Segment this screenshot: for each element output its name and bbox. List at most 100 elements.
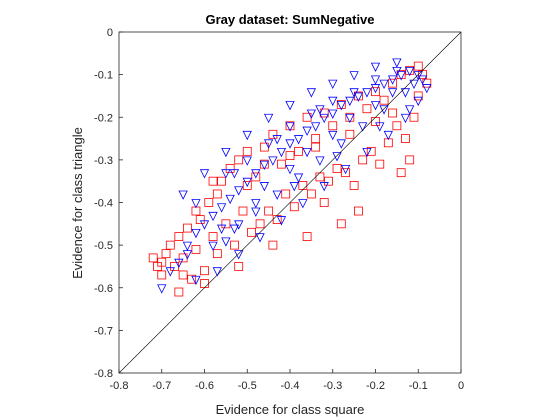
square-marker — [319, 198, 329, 207]
chart-title: Gray dataset: SumNegative — [205, 12, 374, 27]
triangle-marker — [375, 122, 385, 132]
triangle-marker — [285, 101, 295, 111]
triangle-marker — [165, 267, 175, 277]
triangle-marker — [199, 220, 210, 230]
triangle-marker — [272, 190, 282, 200]
square-marker — [405, 65, 415, 75]
triangle-marker — [221, 169, 231, 179]
triangle-marker — [298, 199, 308, 209]
square-marker — [251, 172, 261, 182]
triangle-marker — [383, 130, 393, 141]
square-marker — [392, 121, 402, 131]
triangle-marker — [191, 275, 201, 286]
square-marker — [375, 159, 385, 169]
triangle-marker — [315, 105, 325, 115]
triangle-marker — [174, 258, 184, 269]
square-marker — [225, 163, 235, 173]
square-marker — [242, 181, 252, 190]
square-marker — [195, 215, 205, 224]
triangle-marker — [400, 113, 411, 124]
triangle-marker — [199, 169, 210, 179]
triangle-marker — [328, 109, 338, 119]
data-points — [148, 58, 432, 297]
square-marker — [409, 112, 419, 122]
square-marker — [234, 262, 244, 271]
square-marker — [157, 257, 167, 267]
triangle-marker — [191, 199, 201, 209]
y-tick-label: -0.4 — [94, 198, 113, 210]
square-marker — [379, 95, 389, 105]
triangle-marker — [336, 139, 346, 149]
y-tick-label: 0 — [107, 27, 113, 39]
square-marker — [182, 223, 192, 233]
y-tick-label: -0.5 — [94, 240, 113, 252]
square-marker — [221, 219, 231, 229]
square-marker — [336, 219, 346, 229]
square-marker — [311, 142, 321, 152]
square-marker — [306, 189, 316, 199]
square-marker — [200, 266, 209, 276]
diagonal-reference-line — [118, 31, 462, 374]
y-tick-label: -0.8 — [94, 368, 113, 380]
y-tick-label: -0.1 — [94, 70, 113, 82]
square-marker — [264, 206, 274, 216]
triangle-marker — [234, 250, 244, 260]
triangle-marker — [413, 96, 423, 107]
triangle-marker — [289, 182, 299, 192]
square-marker — [174, 287, 184, 297]
triangle-marker — [182, 241, 193, 252]
triangle-marker — [358, 122, 368, 132]
square-marker — [208, 176, 218, 186]
triangle-marker — [302, 126, 312, 136]
square-marker — [324, 176, 333, 186]
y-axis-label: Evidence for class triangle — [70, 127, 85, 279]
triangle-marker — [259, 160, 269, 171]
square-marker — [247, 227, 256, 237]
square-marker — [285, 121, 295, 131]
triangle-marker — [362, 88, 372, 98]
square-marker — [341, 168, 350, 178]
triangle-marker — [370, 75, 381, 85]
triangle-marker — [229, 224, 240, 234]
triangle-marker — [332, 152, 342, 162]
axis-ticks: -0.8 -0.7 -0.6 -0.5 -0.4 -0.3 -0.2 -0.1 0 -0.8 -0.… — [94, 27, 464, 392]
square-marker — [302, 232, 312, 242]
triangle-marker — [242, 130, 252, 141]
square-marker — [388, 108, 398, 118]
triangle-marker — [242, 177, 252, 188]
triangle-marker — [221, 147, 231, 158]
triangle-marker — [306, 109, 317, 119]
square-marker — [238, 206, 248, 216]
triangle-marker — [157, 284, 167, 294]
triangle-marker — [405, 66, 415, 77]
square-marker — [401, 134, 410, 143]
square-marker — [268, 129, 278, 139]
triangle-marker — [263, 139, 274, 149]
triangle-marker — [379, 105, 389, 115]
triangle-marker — [178, 190, 188, 200]
square-marker — [413, 91, 423, 101]
triangle-marker — [182, 250, 193, 260]
triangle-marker — [417, 75, 428, 85]
triangle-marker — [208, 211, 218, 222]
square-marker — [328, 121, 338, 131]
triangle-marker — [225, 194, 235, 205]
x-tick-label: -0.5 — [238, 380, 257, 392]
triangle-marker — [276, 216, 287, 226]
x-tick-label: 0 — [458, 380, 464, 392]
triangle-marker — [234, 220, 244, 230]
triangle-marker — [293, 135, 304, 145]
triangle-marker — [306, 88, 317, 98]
square-marker — [174, 232, 184, 242]
square-marker — [234, 155, 244, 165]
square-marker — [161, 249, 171, 259]
square-marker — [230, 240, 239, 250]
triangle-marker — [345, 113, 355, 124]
triangle-marker — [405, 105, 415, 115]
triangle-marker — [229, 169, 240, 179]
triangle-marker — [302, 147, 312, 158]
y-tick-label: -0.3 — [94, 155, 113, 167]
triangle-marker — [259, 182, 269, 192]
